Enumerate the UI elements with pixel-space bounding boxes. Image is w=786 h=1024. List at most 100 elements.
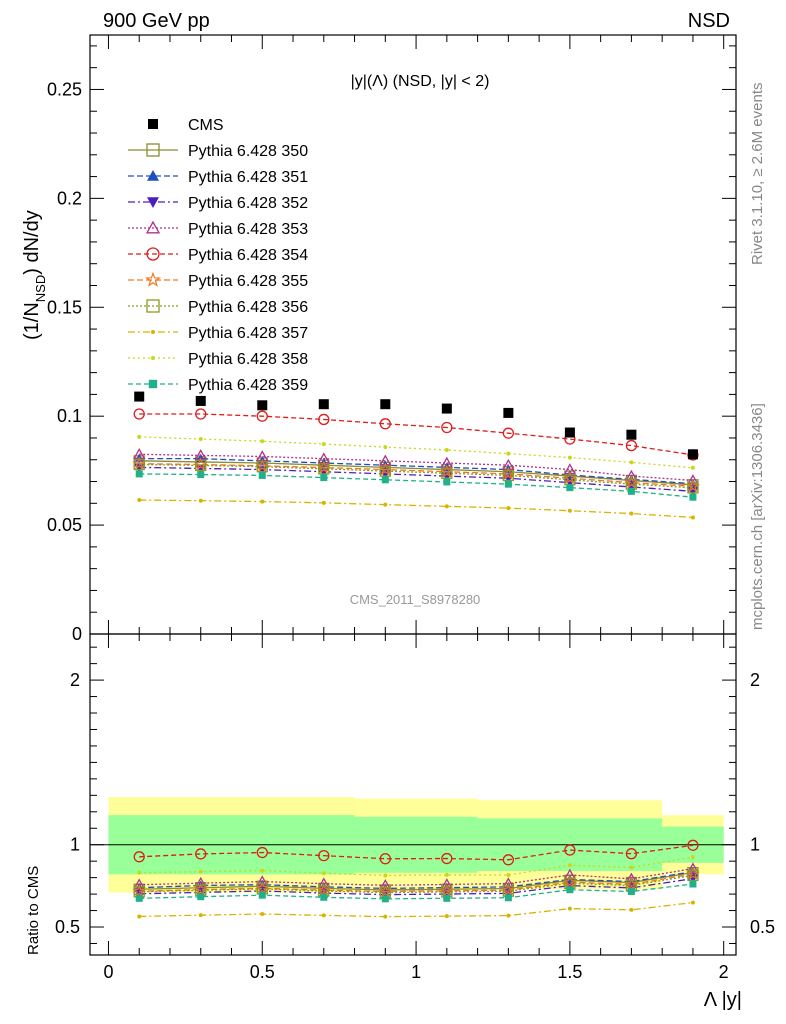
series-line xyxy=(139,460,693,486)
x-tick-label: 0 xyxy=(103,962,113,982)
ratio-point xyxy=(198,869,203,874)
ratio-point xyxy=(133,878,146,890)
ratio-point xyxy=(260,912,265,917)
legend-label: Pythia 6.428 351 xyxy=(188,169,308,186)
analysis-watermark: CMS_2011_S8978280 xyxy=(350,592,481,607)
series-point xyxy=(379,465,391,477)
series-point xyxy=(258,471,266,479)
ratio-series-5 xyxy=(133,839,699,866)
main-frame xyxy=(89,34,737,635)
x-axis-label: Λ |y| xyxy=(704,989,742,1011)
series-line xyxy=(139,453,693,482)
y-tick-label: 0.1 xyxy=(57,406,82,426)
series-point xyxy=(383,445,388,450)
series-point xyxy=(321,500,326,505)
y-tick-label: 0.25 xyxy=(47,79,82,99)
x-tick-label: 1.5 xyxy=(557,962,582,982)
series-point xyxy=(260,439,265,444)
series-point xyxy=(316,460,331,474)
legend-entry: Pythia 6.428 355 xyxy=(128,271,308,290)
series-point xyxy=(625,469,638,481)
ratio-point xyxy=(258,891,266,899)
ratio-point xyxy=(255,881,270,895)
series-point xyxy=(256,461,268,473)
series-point xyxy=(137,498,142,503)
series-point xyxy=(198,498,203,503)
ratio-point xyxy=(317,877,330,889)
ratio-point xyxy=(256,846,268,859)
legend-entry: Pythia 6.428 358 xyxy=(128,351,308,368)
ratio-y-tick-label-right: 0.5 xyxy=(750,917,775,937)
series-point xyxy=(133,458,145,471)
ratio-point xyxy=(690,855,695,860)
series-point xyxy=(444,504,449,509)
rivet-version-label: Rivet 3.1.10, ≥ 2.6M events xyxy=(749,83,766,266)
legend-label: Pythia 6.428 358 xyxy=(188,351,308,368)
ratio-point xyxy=(567,906,572,911)
series-point xyxy=(195,408,207,420)
plot-title: |y|(Λ) (NSD, |y| < 2) xyxy=(351,73,490,90)
legend-label: Pythia 6.428 352 xyxy=(188,195,308,212)
cms-data-point xyxy=(626,429,637,440)
ratio-y-tick-label-right: 2 xyxy=(750,670,760,690)
ratio-y-tick-label: 0.5 xyxy=(55,917,80,937)
series-line xyxy=(139,436,693,469)
ratio-point xyxy=(504,894,512,902)
series-line xyxy=(139,413,694,456)
ratio-point xyxy=(629,865,634,870)
ratio-y-axis-label: Ratio to CMS xyxy=(25,866,42,955)
series-1 xyxy=(133,455,699,491)
legend-label: Pythia 6.428 354 xyxy=(188,247,308,264)
series-line xyxy=(139,458,693,485)
series-point xyxy=(320,474,328,482)
ratio-point xyxy=(383,914,388,919)
ratio-point xyxy=(318,849,330,862)
ratio-point xyxy=(440,878,453,890)
ratio-point xyxy=(316,882,331,896)
series-point xyxy=(502,427,515,439)
legend-entry: Pythia 6.428 357 xyxy=(128,325,308,342)
series-line xyxy=(139,466,693,492)
ratio-point xyxy=(378,884,393,898)
plot-frames xyxy=(89,34,737,956)
ratio-point xyxy=(441,852,453,865)
ratio-point xyxy=(627,887,635,895)
ratio-point xyxy=(194,876,207,888)
series-point xyxy=(567,508,572,513)
mcplots-credit-label: mcplots.cern.ch [arXiv:1306.3436] xyxy=(749,403,766,630)
series-2 xyxy=(134,453,698,488)
legend: CMS Pythia 6.428 350 Pythia 6.428 351 Pythi… xyxy=(128,117,308,394)
series-point xyxy=(379,418,391,430)
ratio-line xyxy=(139,874,694,894)
cms-data-point xyxy=(380,399,391,410)
legend-label: Pythia 6.428 357 xyxy=(188,325,308,342)
ratio-point xyxy=(625,848,638,860)
series-point xyxy=(198,437,203,442)
x-tick-label: 0.5 xyxy=(250,962,275,982)
ratio-point xyxy=(502,854,515,866)
legend-entry: Pythia 6.428 351 xyxy=(128,169,308,186)
legend-entry: Pythia 6.428 350 xyxy=(128,143,308,160)
ratio-point xyxy=(506,913,511,918)
y-tick-label: 0.15 xyxy=(47,297,82,317)
ratio-point xyxy=(383,873,388,878)
series-point xyxy=(318,463,330,475)
ratio-point xyxy=(567,863,572,868)
series-point xyxy=(321,442,326,447)
cms-data-point xyxy=(564,427,575,438)
legend-entry: Pythia 6.428 353 xyxy=(128,220,308,238)
process-label: NSD xyxy=(688,10,730,32)
series-point xyxy=(443,478,451,486)
ratio-point xyxy=(321,871,326,876)
y-tick-label: 0.05 xyxy=(47,515,82,535)
legend-entry: Pythia 6.428 354 xyxy=(128,247,308,264)
ratio-point xyxy=(443,894,451,902)
cms-data-point xyxy=(257,400,268,411)
ratio-point xyxy=(502,877,515,889)
series-point xyxy=(624,475,639,489)
ratio-point xyxy=(137,870,142,875)
x-tick-label: 2 xyxy=(719,962,729,982)
series-line xyxy=(139,499,693,519)
series-7 xyxy=(133,458,699,494)
ratio-line xyxy=(139,868,694,886)
